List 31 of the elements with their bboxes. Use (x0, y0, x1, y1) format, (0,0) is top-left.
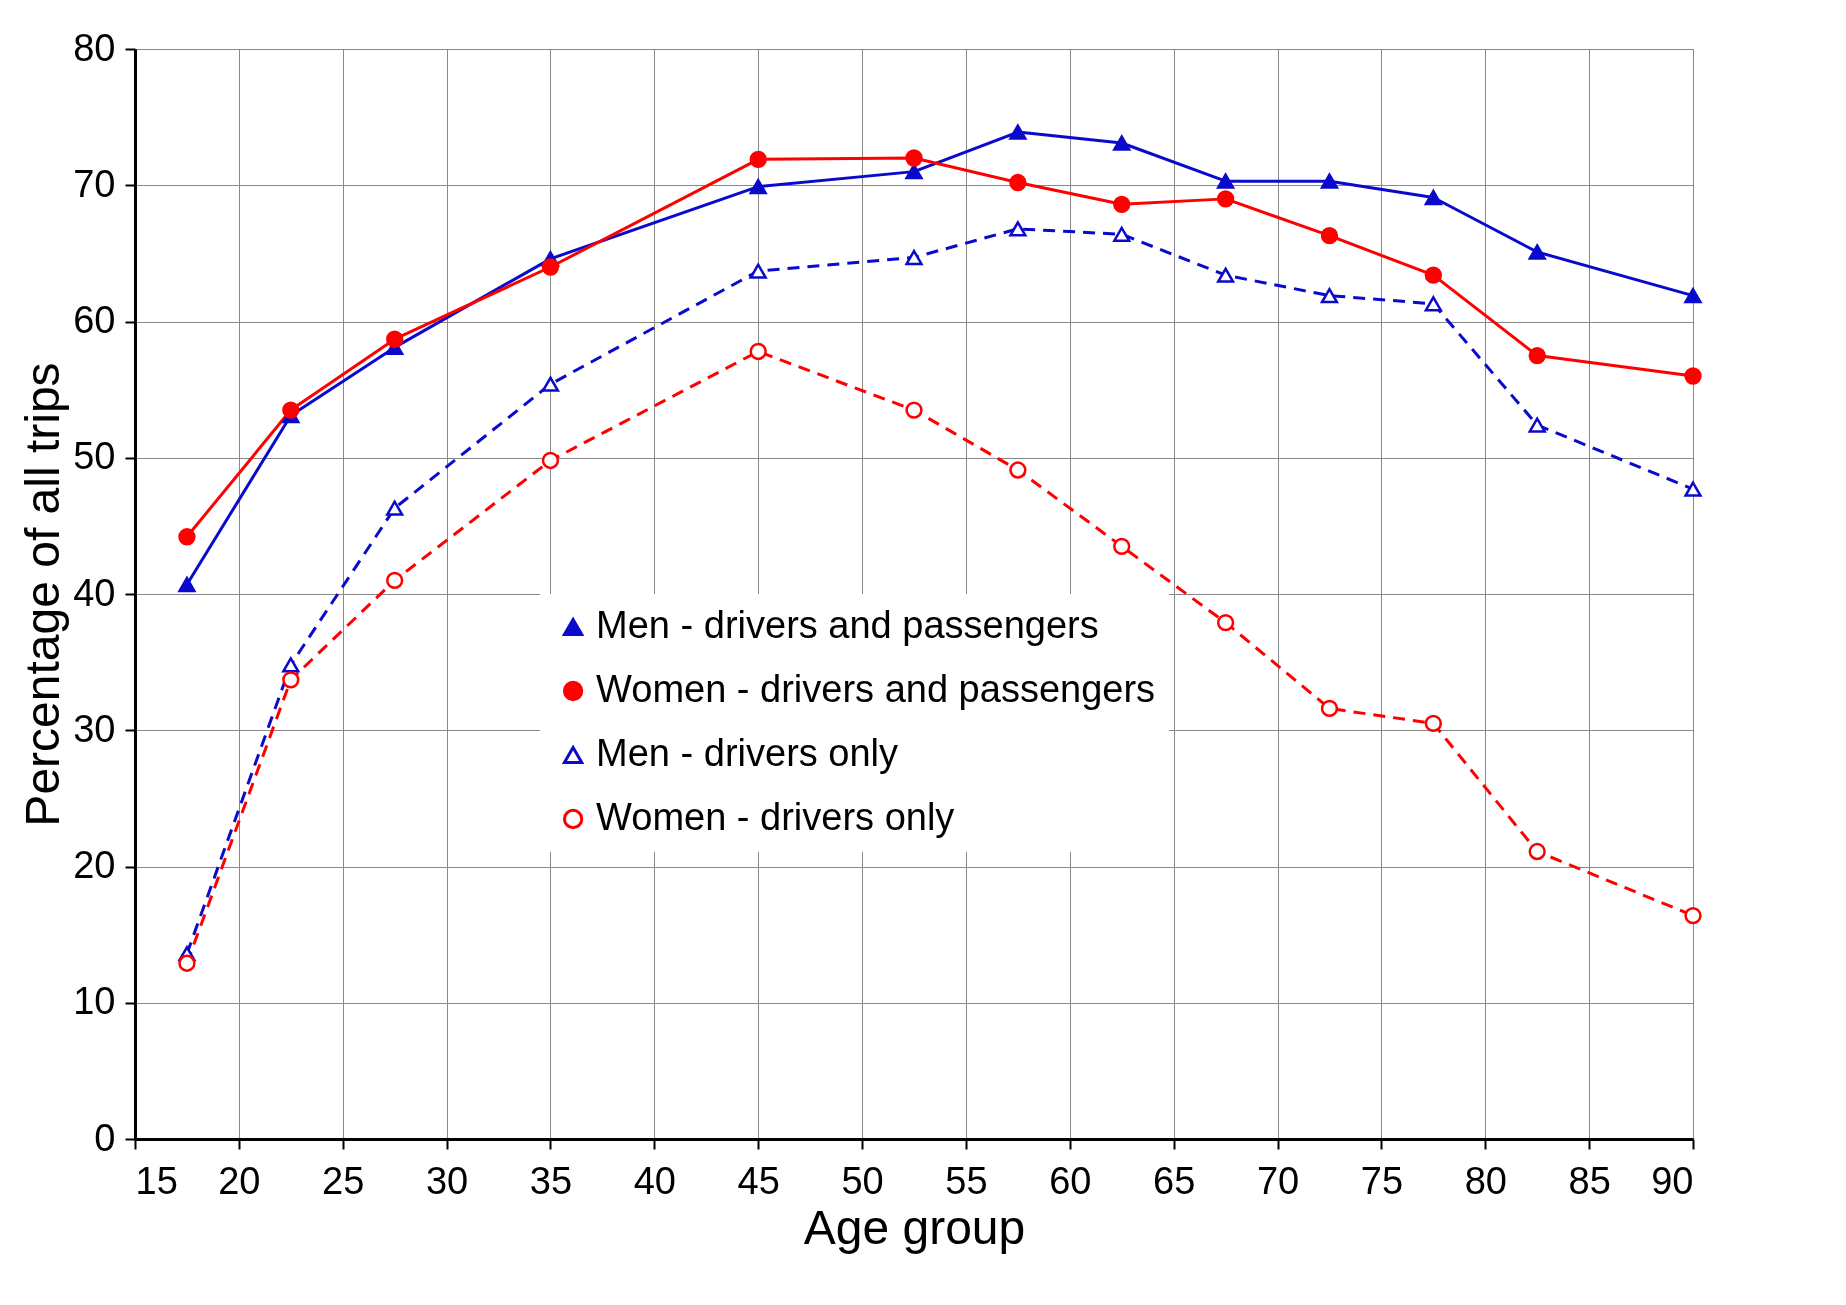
x-tick-label: 90 (1651, 1159, 1694, 1202)
legend-label: Men - drivers and passengers (596, 604, 1099, 646)
x-tick-label: 40 (633, 1159, 676, 1202)
y-tick-label: 70 (73, 162, 116, 205)
x-tick-label: 70 (1256, 1159, 1300, 1202)
legend-label: Men - drivers only (596, 732, 899, 774)
x-tick-label: 45 (737, 1159, 780, 1202)
x-tick-label: 50 (841, 1159, 884, 1202)
x-tick-label: 60 (1049, 1159, 1092, 1202)
y-tick-label: 30 (73, 707, 116, 750)
x-tick-label: 85 (1568, 1159, 1611, 1202)
x-tick-label: 20 (218, 1159, 261, 1202)
y-tick-label: 0 (94, 1116, 116, 1159)
y-tick-label: 80 (73, 26, 116, 69)
y-tick-label: 60 (73, 299, 116, 341)
x-tick-label: 55 (945, 1159, 988, 1202)
legend-label: Women - drivers only (596, 796, 955, 838)
y-tick-label: 20 (73, 844, 116, 886)
y-tick-label: 10 (73, 980, 116, 1023)
x-tick-label: 35 (529, 1159, 573, 1202)
x-tick-label: 75 (1360, 1159, 1404, 1202)
x-tick-label: 80 (1464, 1159, 1507, 1202)
x-tick-label: 30 (425, 1159, 469, 1202)
y-axis-title: Percentage of all trips (16, 362, 70, 827)
x-tick-label: 15 (135, 1159, 178, 1202)
y-tick-label: 40 (73, 571, 116, 614)
x-tick-label: 65 (1153, 1159, 1196, 1202)
x-axis-title: Age group (803, 1200, 1026, 1254)
x-tick-label: 25 (322, 1159, 365, 1202)
y-tick-label: 50 (73, 435, 116, 478)
legend-label: Women - drivers and passengers (596, 668, 1156, 710)
